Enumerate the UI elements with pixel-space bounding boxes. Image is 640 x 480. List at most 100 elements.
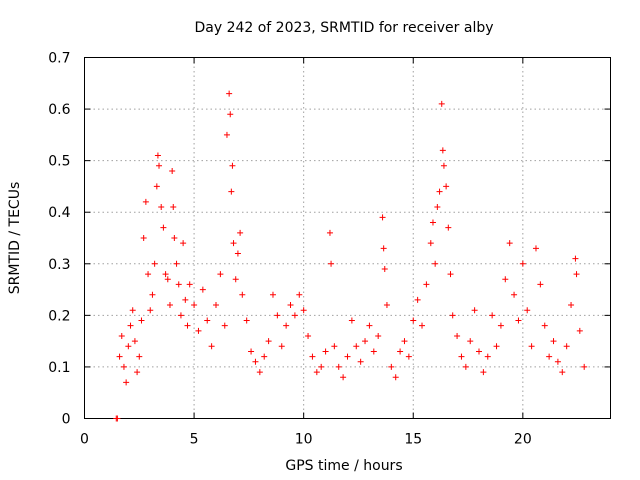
data-point bbox=[252, 358, 259, 365]
data-point bbox=[423, 281, 430, 288]
data-point bbox=[156, 162, 163, 169]
data-point bbox=[160, 224, 167, 231]
data-point bbox=[383, 302, 390, 309]
data-point bbox=[519, 260, 526, 267]
data-point bbox=[230, 240, 237, 247]
data-point bbox=[515, 317, 522, 324]
data-point bbox=[232, 276, 239, 283]
data-point bbox=[177, 312, 184, 319]
data-point bbox=[410, 317, 417, 324]
axis-ticks bbox=[84, 57, 611, 419]
data-point bbox=[357, 358, 364, 365]
x-tick-label: 20 bbox=[514, 432, 532, 448]
data-point bbox=[348, 317, 355, 324]
data-point bbox=[170, 204, 177, 211]
data-point bbox=[186, 281, 193, 288]
data-point bbox=[429, 219, 436, 226]
chart-title: Day 242 of 2023, SRMTID for receiver alb… bbox=[194, 20, 493, 36]
data-point bbox=[169, 167, 176, 174]
data-point bbox=[213, 302, 219, 309]
data-point bbox=[581, 363, 588, 370]
data-point bbox=[140, 235, 147, 241]
data-point bbox=[340, 374, 347, 381]
data-point bbox=[493, 343, 500, 350]
data-point bbox=[353, 343, 360, 350]
data-point bbox=[296, 291, 303, 298]
data-point bbox=[227, 111, 234, 118]
data-point bbox=[129, 307, 136, 314]
data-point bbox=[166, 302, 173, 309]
data-point bbox=[223, 131, 230, 138]
data-point bbox=[287, 302, 294, 309]
data-point bbox=[313, 369, 320, 376]
data-point bbox=[405, 353, 412, 360]
data-point bbox=[576, 327, 583, 334]
data-point bbox=[149, 291, 156, 298]
data-point bbox=[145, 271, 152, 278]
data-point bbox=[142, 198, 149, 205]
y-tick-label: 0 bbox=[62, 412, 71, 428]
data-point bbox=[436, 188, 443, 195]
data-point bbox=[173, 260, 180, 267]
data-point bbox=[480, 369, 487, 376]
y-tick-label: 0.1 bbox=[48, 360, 70, 376]
plot-frame bbox=[84, 57, 611, 419]
data-point bbox=[528, 343, 535, 350]
data-point bbox=[388, 363, 395, 370]
data-point bbox=[550, 338, 557, 345]
data-point bbox=[471, 307, 478, 314]
data-point bbox=[439, 147, 446, 154]
data-point bbox=[180, 240, 187, 247]
data-point bbox=[443, 183, 450, 190]
data-point bbox=[131, 338, 138, 345]
data-point bbox=[454, 332, 461, 339]
data-point bbox=[476, 348, 482, 355]
data-point bbox=[269, 291, 276, 298]
data-point bbox=[328, 260, 335, 267]
data-point bbox=[445, 224, 452, 231]
data-point bbox=[278, 343, 285, 350]
data-point bbox=[305, 332, 312, 339]
data-point bbox=[248, 348, 255, 355]
data-point bbox=[502, 276, 509, 283]
data-point bbox=[120, 363, 127, 370]
data-point bbox=[397, 348, 404, 355]
data-point bbox=[116, 353, 123, 360]
data-point bbox=[309, 353, 316, 360]
data-point bbox=[239, 291, 246, 298]
x-tick-label: 15 bbox=[404, 432, 422, 448]
y-tick-label: 0.3 bbox=[48, 257, 70, 273]
data-point bbox=[326, 229, 333, 236]
data-point bbox=[392, 374, 399, 381]
data-point bbox=[136, 353, 143, 360]
data-point bbox=[506, 240, 513, 247]
data-point bbox=[228, 188, 235, 195]
data-points bbox=[113, 90, 588, 422]
x-tick-labels: 0 5 10 15 20 bbox=[80, 432, 532, 448]
y-tick-label: 0.4 bbox=[48, 205, 70, 221]
data-point bbox=[125, 343, 132, 350]
data-point bbox=[265, 338, 272, 345]
data-point bbox=[134, 369, 141, 376]
data-point bbox=[414, 296, 421, 303]
data-point bbox=[467, 338, 474, 345]
grid-lines bbox=[84, 57, 611, 419]
data-point bbox=[256, 369, 263, 376]
data-point bbox=[127, 322, 134, 329]
data-point bbox=[229, 162, 236, 169]
data-point bbox=[537, 281, 544, 288]
data-point bbox=[153, 183, 160, 190]
y-axis-label: SRMTID / TECUs bbox=[7, 182, 23, 295]
data-point bbox=[375, 332, 382, 339]
data-point bbox=[234, 250, 241, 257]
data-point bbox=[366, 322, 373, 329]
data-point bbox=[184, 322, 191, 329]
data-point bbox=[524, 307, 531, 314]
data-point bbox=[438, 100, 445, 107]
data-point bbox=[432, 260, 439, 267]
data-point bbox=[118, 332, 125, 339]
data-point bbox=[379, 214, 386, 221]
data-point bbox=[335, 363, 342, 370]
data-point bbox=[572, 255, 579, 262]
